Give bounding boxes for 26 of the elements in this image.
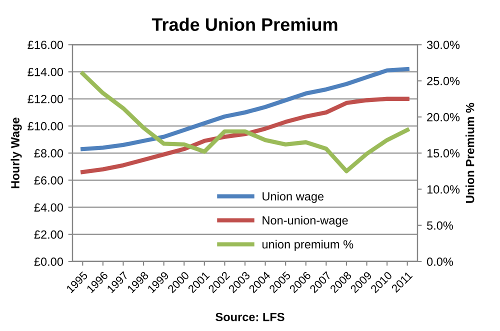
y2-tick-label: 30.0% [426, 40, 460, 50]
y2-tick-label: 20.0% [427, 112, 460, 122]
y2-axis-title: Union Premium % [466, 102, 474, 203]
y-tick-label: £14.00 [28, 68, 64, 76]
y2-tick-label: 5.0% [427, 221, 454, 230]
y-tick-label: £6.00 [34, 176, 64, 185]
y-tick-label: £0.00 [34, 258, 64, 266]
legend-label: union premium % [262, 240, 354, 251]
chart-title: Trade Union Premium [152, 18, 338, 31]
y-axis-title: Hourly Wage [10, 118, 22, 188]
y2-tick-label: 10.0% [427, 185, 460, 194]
y-tick-label: £2.00 [34, 230, 64, 239]
legend-label: Non-union-wage [262, 216, 348, 227]
source-note: Source: LFS [216, 312, 284, 322]
line-series [80, 72, 410, 174]
line-series [80, 66, 410, 152]
y-tick-label: £4.00 [34, 203, 64, 212]
legend-label: Union wage [262, 192, 324, 203]
y2-tick-label: 25.0% [427, 76, 460, 86]
y-tick-label: £16.00 [28, 40, 64, 50]
y-tick-label: £12.00 [28, 94, 64, 104]
line-series [80, 96, 410, 174]
y2-tick-label: 15.0% [427, 149, 460, 158]
y2-tick-label: 0.0% [426, 258, 454, 266]
y-tick-label: £10.00 [28, 122, 64, 130]
y-tick-label: £8.00 [34, 149, 64, 158]
